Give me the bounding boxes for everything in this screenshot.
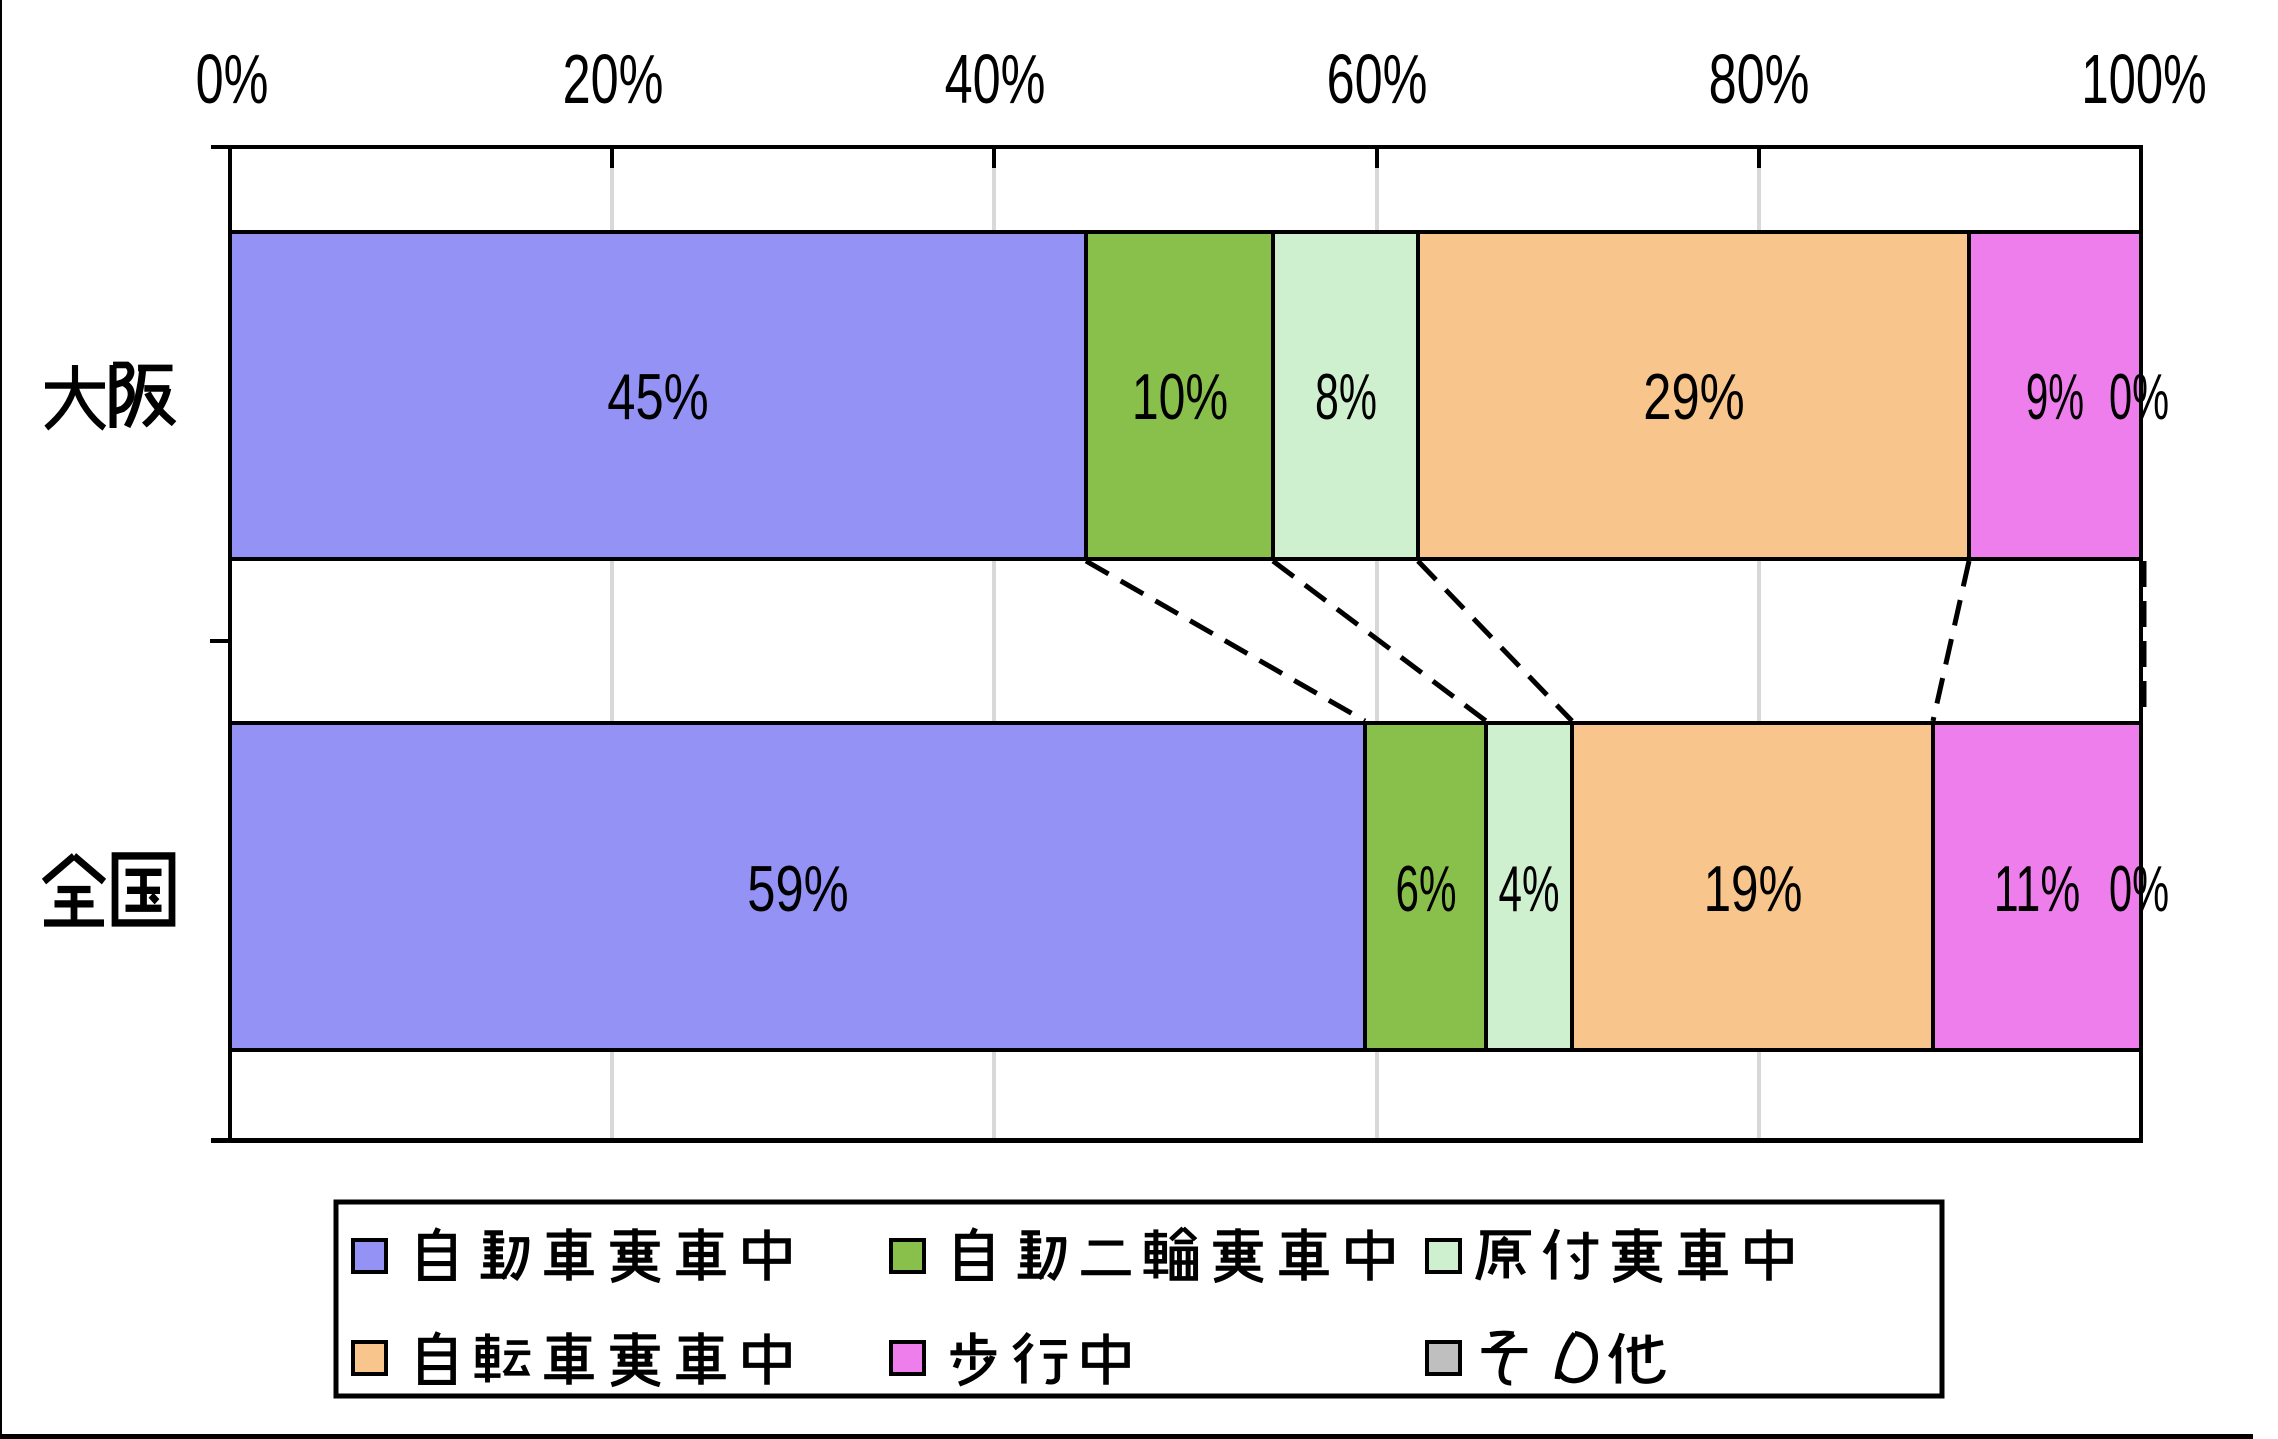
svg-text:6%: 6% — [1395, 852, 1456, 926]
svg-text:0%: 0% — [2109, 361, 2169, 434]
svg-text:4%: 4% — [1498, 852, 1559, 926]
svg-text:10%: 10% — [1132, 361, 1228, 434]
svg-text:8%: 8% — [1315, 360, 1377, 433]
svg-text:59%: 59% — [747, 853, 848, 925]
svg-text:11%: 11% — [1994, 852, 2080, 925]
svg-text:20%: 20% — [563, 40, 664, 118]
svg-text:9%: 9% — [2026, 361, 2084, 433]
svg-text:19%: 19% — [1704, 854, 1803, 926]
svg-text:0%: 0% — [196, 40, 269, 118]
svg-text:40%: 40% — [945, 40, 1046, 118]
svg-text:29%: 29% — [1643, 361, 1744, 433]
svg-text:100%: 100% — [2081, 39, 2206, 118]
svg-text:45%: 45% — [607, 361, 708, 433]
svg-text:60%: 60% — [1327, 40, 1428, 118]
svg-text:0%: 0% — [2109, 853, 2169, 926]
svg-text:80%: 80% — [1709, 40, 1810, 118]
